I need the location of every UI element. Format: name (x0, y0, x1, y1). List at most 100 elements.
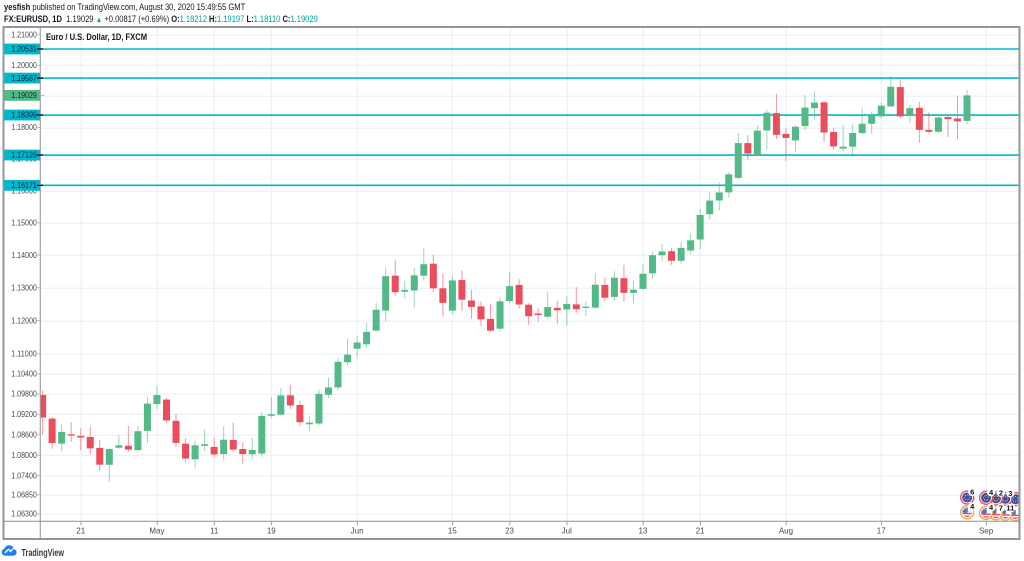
time-axis-label[interactable]: 19 (267, 527, 276, 536)
candle-jun3[interactable] (372, 302, 380, 333)
candle-jun16[interactable] (458, 270, 466, 311)
candle-apr27[interactable] (115, 435, 123, 450)
candle-jun1[interactable] (353, 335, 361, 358)
candle-aug10[interactable] (830, 127, 838, 150)
level-price-label[interactable]: 1.19587 (4, 72, 43, 84)
price-axis-label[interactable]: 1.11000 (11, 349, 37, 358)
idea-count-bubble[interactable]: 6 (1016, 504, 1024, 513)
price-axis-label[interactable]: 1.09800 (11, 390, 37, 399)
candle-jun9[interactable] (410, 267, 418, 309)
price-axis-label[interactable]: 1.15000 (11, 219, 37, 228)
idea-count-bubble[interactable]: 4 (968, 502, 977, 511)
time-axis-label[interactable]: 23 (505, 527, 514, 536)
chart-background[interactable] (3, 27, 1020, 539)
price-axis-label[interactable]: 1.08000 (11, 451, 37, 460)
price-axis-label[interactable]: 1.07400 (11, 471, 37, 480)
candle-jul28[interactable] (744, 135, 752, 160)
candle-jul7[interactable] (601, 277, 609, 302)
candle-may29[interactable] (344, 338, 352, 366)
candle-jun17[interactable] (467, 289, 475, 319)
candle-jul22[interactable] (706, 192, 714, 220)
candle-may8[interactable] (201, 429, 209, 451)
candle-apr30[interactable] (143, 396, 151, 443)
price-axis-label[interactable]: 1.13000 (11, 283, 37, 292)
candle-jul1[interactable] (563, 295, 571, 326)
candle-jul24[interactable] (725, 172, 733, 198)
candle-aug28[interactable] (963, 90, 971, 125)
candle-apr16[interactable] (48, 416, 56, 449)
candle-may13[interactable] (229, 422, 237, 452)
candle-jul2[interactable] (572, 287, 580, 313)
candle-apr15[interactable] (39, 390, 47, 435)
candle-jun25[interactable] (525, 303, 533, 325)
candle-jul9[interactable] (620, 264, 628, 302)
candle-may26[interactable] (315, 389, 323, 426)
candle-jul8[interactable] (610, 271, 618, 301)
time-axis-label[interactable]: Jun (351, 527, 364, 536)
candle-jun19[interactable] (487, 303, 495, 333)
time-axis-label[interactable]: 21 (696, 527, 705, 536)
candle-apr28[interactable] (124, 426, 132, 452)
candle-aug7[interactable] (820, 100, 828, 142)
candle-may4[interactable] (162, 397, 170, 423)
candle-aug18[interactable] (887, 75, 895, 108)
candle-apr20[interactable] (67, 422, 75, 442)
candle-may18[interactable] (258, 412, 266, 457)
candle-jul17[interactable] (677, 241, 685, 264)
idea-count-bubble[interactable]: 3 (1006, 489, 1015, 498)
candle-aug5[interactable] (801, 94, 809, 130)
footer-brand-text[interactable]: TradingView (22, 547, 65, 559)
idea-count-bubble[interactable]: 6 (968, 488, 977, 497)
candle-aug3[interactable] (782, 128, 790, 161)
footer-brand[interactable]: TradingView (1, 545, 65, 559)
candle-apr24[interactable] (105, 448, 113, 482)
candle-jun11[interactable] (429, 254, 437, 292)
candle-jul23[interactable] (715, 182, 723, 211)
time-axis-label[interactable]: 15 (448, 527, 457, 536)
idea-count-bubble[interactable]: 11 (1004, 504, 1016, 513)
candle-jul15[interactable] (658, 243, 666, 261)
candle-aug17[interactable] (877, 102, 885, 119)
time-axis-label[interactable]: 17 (877, 527, 886, 536)
candle-jun30[interactable] (553, 300, 561, 324)
candle-jun15[interactable] (448, 275, 456, 315)
candle-aug21[interactable] (915, 101, 923, 143)
level-price-label[interactable]: 1.20531 (4, 43, 43, 55)
candle-jun8[interactable] (401, 280, 409, 299)
candle-apr23[interactable] (96, 439, 104, 471)
candle-may7[interactable] (191, 441, 199, 469)
candle-may28[interactable] (334, 358, 342, 391)
candle-jul16[interactable] (668, 247, 676, 265)
time-axis-label[interactable]: 13 (639, 527, 648, 536)
candle-may6[interactable] (182, 438, 190, 463)
price-axis-label[interactable]: 1.16000 (11, 186, 37, 195)
candle-may22[interactable] (296, 400, 304, 426)
time-axis-label[interactable]: Aug (779, 527, 793, 536)
candle-aug24[interactable] (925, 112, 933, 134)
candle-jun4[interactable] (382, 267, 390, 322)
candle-jul29[interactable] (753, 125, 761, 157)
candle-jun23[interactable] (506, 272, 514, 303)
candle-jun22[interactable] (496, 297, 504, 332)
candle-aug19[interactable] (896, 79, 904, 119)
idea-count-bubble[interactable]: 4 (986, 503, 996, 512)
candle-may21[interactable] (286, 384, 294, 409)
idea-marker-us[interactable] (978, 505, 994, 521)
candle-jun29[interactable] (544, 291, 552, 320)
candle-may20[interactable] (277, 388, 285, 416)
price-axis-label[interactable]: 1.06850 (11, 490, 37, 499)
candle-aug14[interactable] (868, 111, 876, 134)
candle-jun5[interactable] (391, 260, 399, 296)
candle-jul3[interactable] (582, 301, 590, 316)
candle-may15[interactable] (248, 437, 256, 460)
candle-aug27[interactable] (953, 95, 961, 140)
idea-count-bubble[interactable]: 2 (996, 488, 1006, 497)
candle-jun2[interactable] (363, 322, 371, 349)
candle-may27[interactable] (325, 377, 332, 398)
time-axis-label[interactable]: Jul (562, 527, 572, 536)
candle-aug12[interactable] (849, 124, 857, 157)
candle-jul27[interactable] (734, 133, 742, 180)
price-axis-label[interactable]: 1.20000 (11, 61, 37, 70)
candle-may25[interactable] (305, 416, 313, 432)
